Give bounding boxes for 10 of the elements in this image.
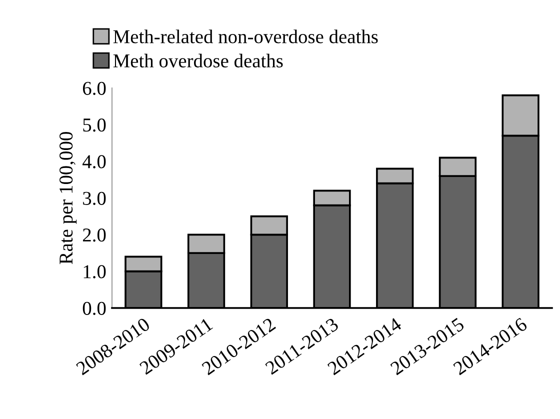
- legend-label: Meth-related non-overdose deaths: [113, 30, 378, 44]
- y-tick-label: 5.0: [83, 118, 106, 132]
- legend-label: Meth overdose deaths: [113, 54, 283, 68]
- y-tick-label: 2.0: [82, 228, 106, 242]
- y-tick-label: 4.0: [82, 155, 106, 168]
- y-tick-label: 0.0: [82, 302, 106, 316]
- y-axis-title: Rate per 100,000: [60, 132, 77, 264]
- y-tick-label: 1.0: [84, 265, 106, 278]
- y-tick-label: 6.0: [82, 82, 106, 96]
- y-tick-label: 3.0: [83, 192, 106, 206]
